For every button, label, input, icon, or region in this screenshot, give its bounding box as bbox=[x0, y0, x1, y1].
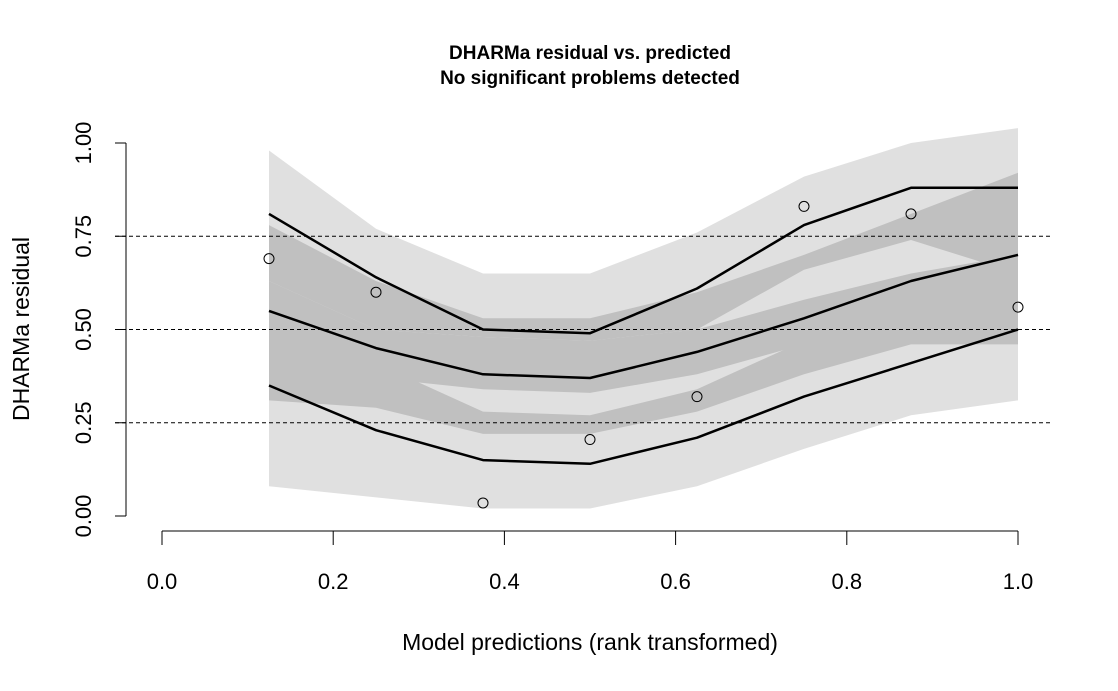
residual-point bbox=[1012, 301, 1024, 313]
y-axis: 0.00 0.25 0.50 0.75 1.00 bbox=[71, 122, 127, 538]
quantile-line-2 bbox=[268, 253, 1019, 380]
y-tick-label: 0.50 bbox=[71, 308, 96, 351]
x-tick-label: 0.6 bbox=[660, 569, 691, 594]
x-tick-label: 0.2 bbox=[318, 569, 349, 594]
residual-point bbox=[263, 253, 275, 265]
residual-point bbox=[370, 286, 382, 298]
chart-subtitle: No significant problems detected bbox=[440, 68, 740, 89]
reference-lines bbox=[115, 235, 1053, 424]
x-tick-label: 1.0 bbox=[1003, 569, 1034, 594]
x-tick-label: 0.0 bbox=[147, 569, 178, 594]
inner-band-1 bbox=[269, 172, 1018, 341]
x-tick-label: 0.8 bbox=[832, 569, 863, 594]
residual-point bbox=[477, 497, 489, 509]
y-tick-label: 0.00 bbox=[71, 495, 96, 538]
x-axis: 0.0 0.2 0.4 0.6 0.8 1.0 bbox=[147, 530, 1034, 594]
quantile-line-3 bbox=[268, 328, 1019, 466]
quantile-line-1 bbox=[268, 186, 1018, 335]
inner-band-2 bbox=[269, 254, 1018, 393]
residual-point bbox=[905, 208, 917, 220]
y-tick-label: 1.00 bbox=[71, 122, 96, 165]
residual-point bbox=[691, 391, 703, 403]
residual-points bbox=[263, 200, 1024, 509]
y-axis-label: DHARMa residual bbox=[8, 237, 34, 421]
residual-point bbox=[798, 200, 810, 212]
quantile-lines bbox=[268, 186, 1019, 466]
outer-band-3 bbox=[269, 262, 1018, 509]
chart-title: DHARMa residual vs. predicted bbox=[449, 43, 731, 64]
inner-band-3 bbox=[269, 262, 1018, 434]
y-tick-label: 0.25 bbox=[71, 401, 96, 444]
residual-point bbox=[584, 434, 596, 446]
y-tick-label: 0.75 bbox=[71, 215, 96, 258]
x-tick-label: 0.4 bbox=[489, 569, 520, 594]
x-axis-label: Model predictions (rank transformed) bbox=[402, 629, 778, 655]
